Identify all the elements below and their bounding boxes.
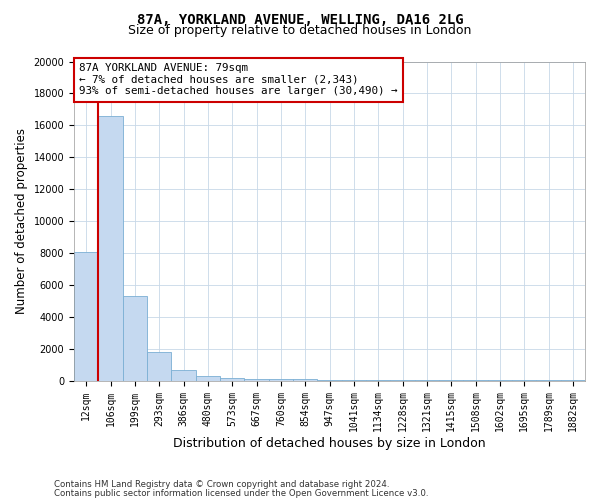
Bar: [220, 378, 244, 380]
X-axis label: Distribution of detached houses by size in London: Distribution of detached houses by size …: [173, 437, 486, 450]
Bar: [172, 370, 196, 380]
Bar: [74, 252, 98, 380]
Bar: [122, 296, 147, 380]
Bar: [269, 379, 293, 380]
Y-axis label: Number of detached properties: Number of detached properties: [15, 128, 28, 314]
Bar: [196, 376, 220, 380]
Bar: [244, 378, 269, 380]
Bar: [147, 352, 172, 380]
Text: Contains HM Land Registry data © Crown copyright and database right 2024.: Contains HM Land Registry data © Crown c…: [54, 480, 389, 489]
Text: 87A YORKLAND AVENUE: 79sqm
← 7% of detached houses are smaller (2,343)
93% of se: 87A YORKLAND AVENUE: 79sqm ← 7% of detac…: [79, 63, 398, 96]
Text: 87A, YORKLAND AVENUE, WELLING, DA16 2LG: 87A, YORKLAND AVENUE, WELLING, DA16 2LG: [137, 12, 463, 26]
Text: Size of property relative to detached houses in London: Size of property relative to detached ho…: [128, 24, 472, 37]
Text: Contains public sector information licensed under the Open Government Licence v3: Contains public sector information licen…: [54, 489, 428, 498]
Bar: [98, 116, 122, 380]
